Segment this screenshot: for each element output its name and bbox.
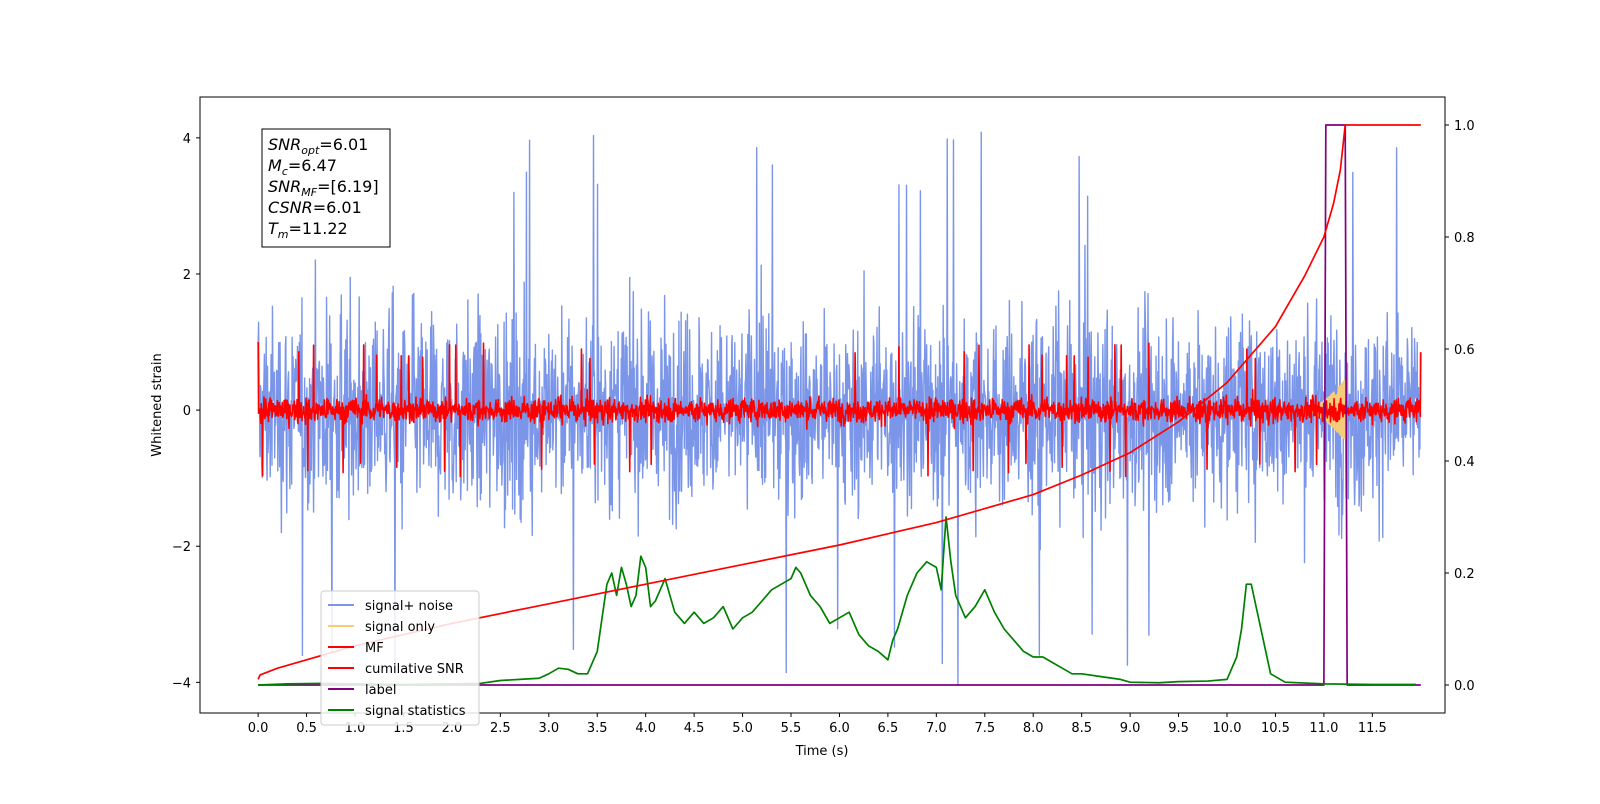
annotation-frame bbox=[261, 128, 391, 248]
y-right-tick-label: 0.2 bbox=[1454, 567, 1475, 582]
annotation-line: Tm=11.22 bbox=[268, 219, 348, 241]
x-tick-label: 10.5 bbox=[1261, 721, 1290, 736]
annotation-subscript: MF bbox=[301, 186, 317, 199]
y-left-tick-label: −4 bbox=[172, 676, 191, 691]
legend-label: signal only bbox=[365, 620, 435, 635]
x-tick-label: 2.5 bbox=[490, 721, 511, 736]
annotation-symbol: CSNR bbox=[268, 198, 313, 217]
y-right-tick-label: 0.6 bbox=[1454, 343, 1475, 358]
series-signal-noise-line bbox=[257, 131, 1422, 687]
annotation-line: SNRopt=6.01 bbox=[268, 135, 368, 157]
legend-item: label bbox=[328, 683, 396, 698]
legend-label: label bbox=[365, 683, 396, 698]
annotation-line: SNRMF=[6.19] bbox=[268, 177, 379, 199]
x-tick-label: 7.0 bbox=[926, 721, 947, 736]
annotation-value: =[6.19] bbox=[317, 177, 379, 196]
x-tick-label: 10.0 bbox=[1213, 721, 1242, 736]
x-tick-label: 5.5 bbox=[781, 721, 802, 736]
x-tick-label: 0.5 bbox=[296, 721, 317, 736]
x-tick-label: 3.0 bbox=[538, 721, 559, 736]
x-tick-label: 11.0 bbox=[1309, 721, 1338, 736]
x-tick-label: 4.5 bbox=[684, 721, 705, 736]
x-axis-label: Time (s) bbox=[795, 744, 849, 759]
legend: signal+ noise signal only MF cumilative SNR… bbox=[320, 590, 480, 726]
annotation-subscript: m bbox=[278, 228, 289, 241]
legend-item: cumilative SNR bbox=[328, 662, 464, 677]
annotation-value: =6.47 bbox=[288, 156, 337, 175]
y-axis-label: Whitened strain bbox=[150, 353, 165, 456]
annotation-subscript: c bbox=[282, 165, 288, 178]
annotation-value: =6.01 bbox=[313, 198, 362, 217]
x-tick-label: 8.0 bbox=[1023, 721, 1044, 736]
legend-item: signal only bbox=[328, 620, 435, 635]
legend-label: signal+ noise bbox=[365, 599, 453, 614]
y-right-tick-label: 1.0 bbox=[1454, 119, 1475, 134]
x-axis: 0.0 0.5 1.0 1.5 2.0 2.5 3.0 3.5 4.0 4.5 5.0 5.5 6.0 6… bbox=[248, 713, 1387, 736]
legend-label: cumilative SNR bbox=[365, 662, 464, 677]
x-tick-label: 6.0 bbox=[829, 721, 850, 736]
series-mf-line bbox=[257, 342, 1422, 478]
annotation-subscript: opt bbox=[301, 144, 320, 157]
x-tick-label: 3.5 bbox=[587, 721, 608, 736]
y-left-tick-label: −2 bbox=[172, 540, 191, 555]
x-tick-label: 7.5 bbox=[974, 721, 995, 736]
annotation-symbol: SNR bbox=[268, 135, 301, 154]
x-tick-label: 8.5 bbox=[1071, 721, 1092, 736]
legend-item: MF bbox=[328, 641, 384, 656]
x-tick-label: 6.5 bbox=[878, 721, 899, 736]
annotation-value: =6.01 bbox=[319, 135, 368, 154]
x-tick-label: 11.5 bbox=[1358, 721, 1387, 736]
annotation-symbol: T bbox=[268, 219, 279, 238]
x-tick-label: 9.5 bbox=[1168, 721, 1189, 736]
annotation-line: Mc=6.47 bbox=[268, 156, 337, 178]
y-right-tick-label: 0.0 bbox=[1454, 679, 1475, 694]
plot-frame bbox=[199, 96, 1446, 714]
legend-label: signal statistics bbox=[365, 704, 466, 719]
y-axis-right: 0.0 0.2 0.4 0.6 0.8 1.0 bbox=[1445, 119, 1475, 694]
y-axis-left: −4 −2 0 2 4 bbox=[172, 132, 200, 691]
legend-item: signal statistics bbox=[328, 704, 466, 719]
y-left-tick-label: 2 bbox=[183, 268, 191, 283]
annotation-value: =11.22 bbox=[289, 219, 348, 238]
annotation-line: CSNR=6.01 bbox=[268, 198, 362, 217]
annotation-box: SNRopt=6.01Mc=6.47SNRMF=[6.19]CSNR=6.01T… bbox=[261, 128, 391, 248]
y-right-tick-label: 0.8 bbox=[1454, 231, 1475, 246]
y-right-tick-label: 0.4 bbox=[1454, 455, 1475, 470]
legend-frame bbox=[320, 590, 480, 726]
annotation-symbol: SNR bbox=[268, 177, 301, 196]
x-tick-label: 0.0 bbox=[248, 721, 269, 736]
x-tick-label: 9.0 bbox=[1120, 721, 1141, 736]
x-tick-label: 4.0 bbox=[635, 721, 656, 736]
legend-label: MF bbox=[365, 641, 384, 656]
series-signal-statistics-line bbox=[258, 516, 1416, 686]
y-left-tick-label: 0 bbox=[183, 404, 191, 419]
y-left-tick-label: 4 bbox=[183, 132, 191, 147]
legend-item: signal+ noise bbox=[328, 599, 453, 614]
x-tick-label: 5.0 bbox=[732, 721, 753, 736]
annotation-symbol: M bbox=[268, 156, 282, 175]
